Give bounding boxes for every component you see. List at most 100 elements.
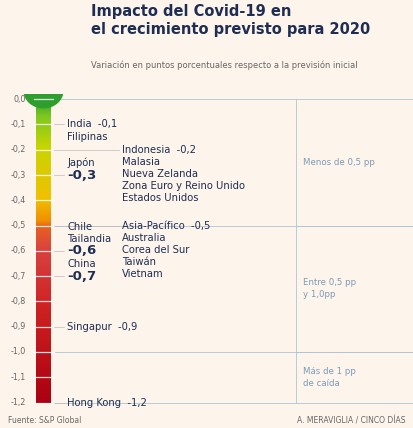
Bar <box>36 136 51 137</box>
Text: Indonesia  -0,2: Indonesia -0,2 <box>122 145 196 155</box>
Bar <box>36 375 51 376</box>
Bar <box>36 395 51 396</box>
Bar <box>36 328 51 329</box>
Bar <box>36 147 51 148</box>
Bar <box>36 250 51 251</box>
Bar <box>36 196 51 197</box>
Bar <box>36 171 51 172</box>
Bar <box>36 167 51 168</box>
Bar <box>36 225 51 226</box>
Bar <box>36 356 51 357</box>
Text: Estados Unidos: Estados Unidos <box>122 193 198 203</box>
Bar <box>36 175 51 176</box>
Bar <box>36 158 51 159</box>
Text: -0,4: -0,4 <box>11 196 26 205</box>
Bar <box>36 160 51 161</box>
Bar <box>36 267 51 268</box>
Bar <box>36 161 51 162</box>
Bar <box>36 215 51 217</box>
Bar <box>36 187 51 188</box>
Bar <box>36 266 51 267</box>
Bar <box>36 177 51 178</box>
Bar <box>36 219 51 220</box>
Bar <box>36 320 51 321</box>
Bar <box>36 272 51 273</box>
Bar <box>36 201 51 202</box>
Bar <box>36 312 51 314</box>
Text: -0,3: -0,3 <box>11 170 26 179</box>
Bar <box>36 243 51 244</box>
Bar <box>36 222 51 223</box>
Bar <box>36 387 51 388</box>
Bar <box>36 244 51 245</box>
Text: Más de 1 pp
de caída: Más de 1 pp de caída <box>303 367 356 388</box>
Text: Asia-Pacífico  -0,5: Asia-Pacífico -0,5 <box>122 220 210 231</box>
Bar <box>36 327 51 328</box>
Bar <box>36 370 51 371</box>
Bar <box>36 231 51 232</box>
Bar <box>36 245 51 246</box>
Bar <box>36 278 51 279</box>
Bar <box>36 350 51 351</box>
Bar <box>36 99 51 100</box>
Bar <box>36 340 51 341</box>
Bar <box>36 163 51 164</box>
Bar <box>36 396 51 398</box>
Text: Japón: Japón <box>67 158 95 168</box>
Bar <box>36 349 51 350</box>
Bar <box>36 125 51 127</box>
Bar <box>36 195 51 196</box>
Bar <box>36 260 51 261</box>
Text: Vietnam: Vietnam <box>122 269 164 279</box>
Bar <box>36 208 51 209</box>
Bar <box>36 289 51 290</box>
Bar <box>36 119 51 120</box>
Bar <box>36 253 51 254</box>
Bar <box>36 170 51 171</box>
Text: Impacto del Covid-19 en
el crecimiento previsto para 2020: Impacto del Covid-19 en el crecimiento p… <box>91 4 370 37</box>
Bar <box>36 150 51 151</box>
Bar <box>36 335 51 336</box>
Bar <box>36 333 51 334</box>
Text: A. MERAVIGLIA / CINCO DÍAS: A. MERAVIGLIA / CINCO DÍAS <box>297 416 405 425</box>
Bar <box>36 298 51 300</box>
Bar <box>36 235 51 236</box>
Bar <box>36 205 51 206</box>
Bar <box>36 362 51 363</box>
Bar <box>36 214 51 215</box>
Text: Fuente: S&P Global: Fuente: S&P Global <box>8 416 81 425</box>
Bar <box>36 338 51 339</box>
Bar <box>36 386 51 387</box>
Bar <box>36 329 51 330</box>
Bar <box>36 180 51 181</box>
Bar <box>36 232 51 233</box>
Bar <box>36 363 51 364</box>
Bar <box>36 377 51 378</box>
Bar <box>36 259 51 260</box>
Bar <box>36 186 51 187</box>
Text: Australia: Australia <box>122 233 166 243</box>
Bar <box>36 401 51 402</box>
Bar <box>36 280 51 281</box>
Bar <box>36 304 51 306</box>
Bar <box>36 220 51 222</box>
Bar <box>36 330 51 331</box>
Bar <box>36 193 51 194</box>
Bar <box>36 148 51 149</box>
Bar <box>36 292 51 293</box>
Text: -0,6: -0,6 <box>67 244 96 257</box>
Bar <box>36 287 51 288</box>
Bar <box>36 166 51 167</box>
Text: 0,0: 0,0 <box>14 95 26 104</box>
Bar <box>36 306 51 307</box>
Bar <box>36 165 51 166</box>
Bar <box>36 176 51 177</box>
Bar <box>36 341 51 342</box>
Bar <box>36 102 51 103</box>
Bar <box>36 153 51 154</box>
Bar <box>36 192 51 193</box>
Bar <box>36 152 51 153</box>
Bar <box>36 293 51 294</box>
Bar <box>36 155 51 156</box>
Bar <box>36 360 51 361</box>
